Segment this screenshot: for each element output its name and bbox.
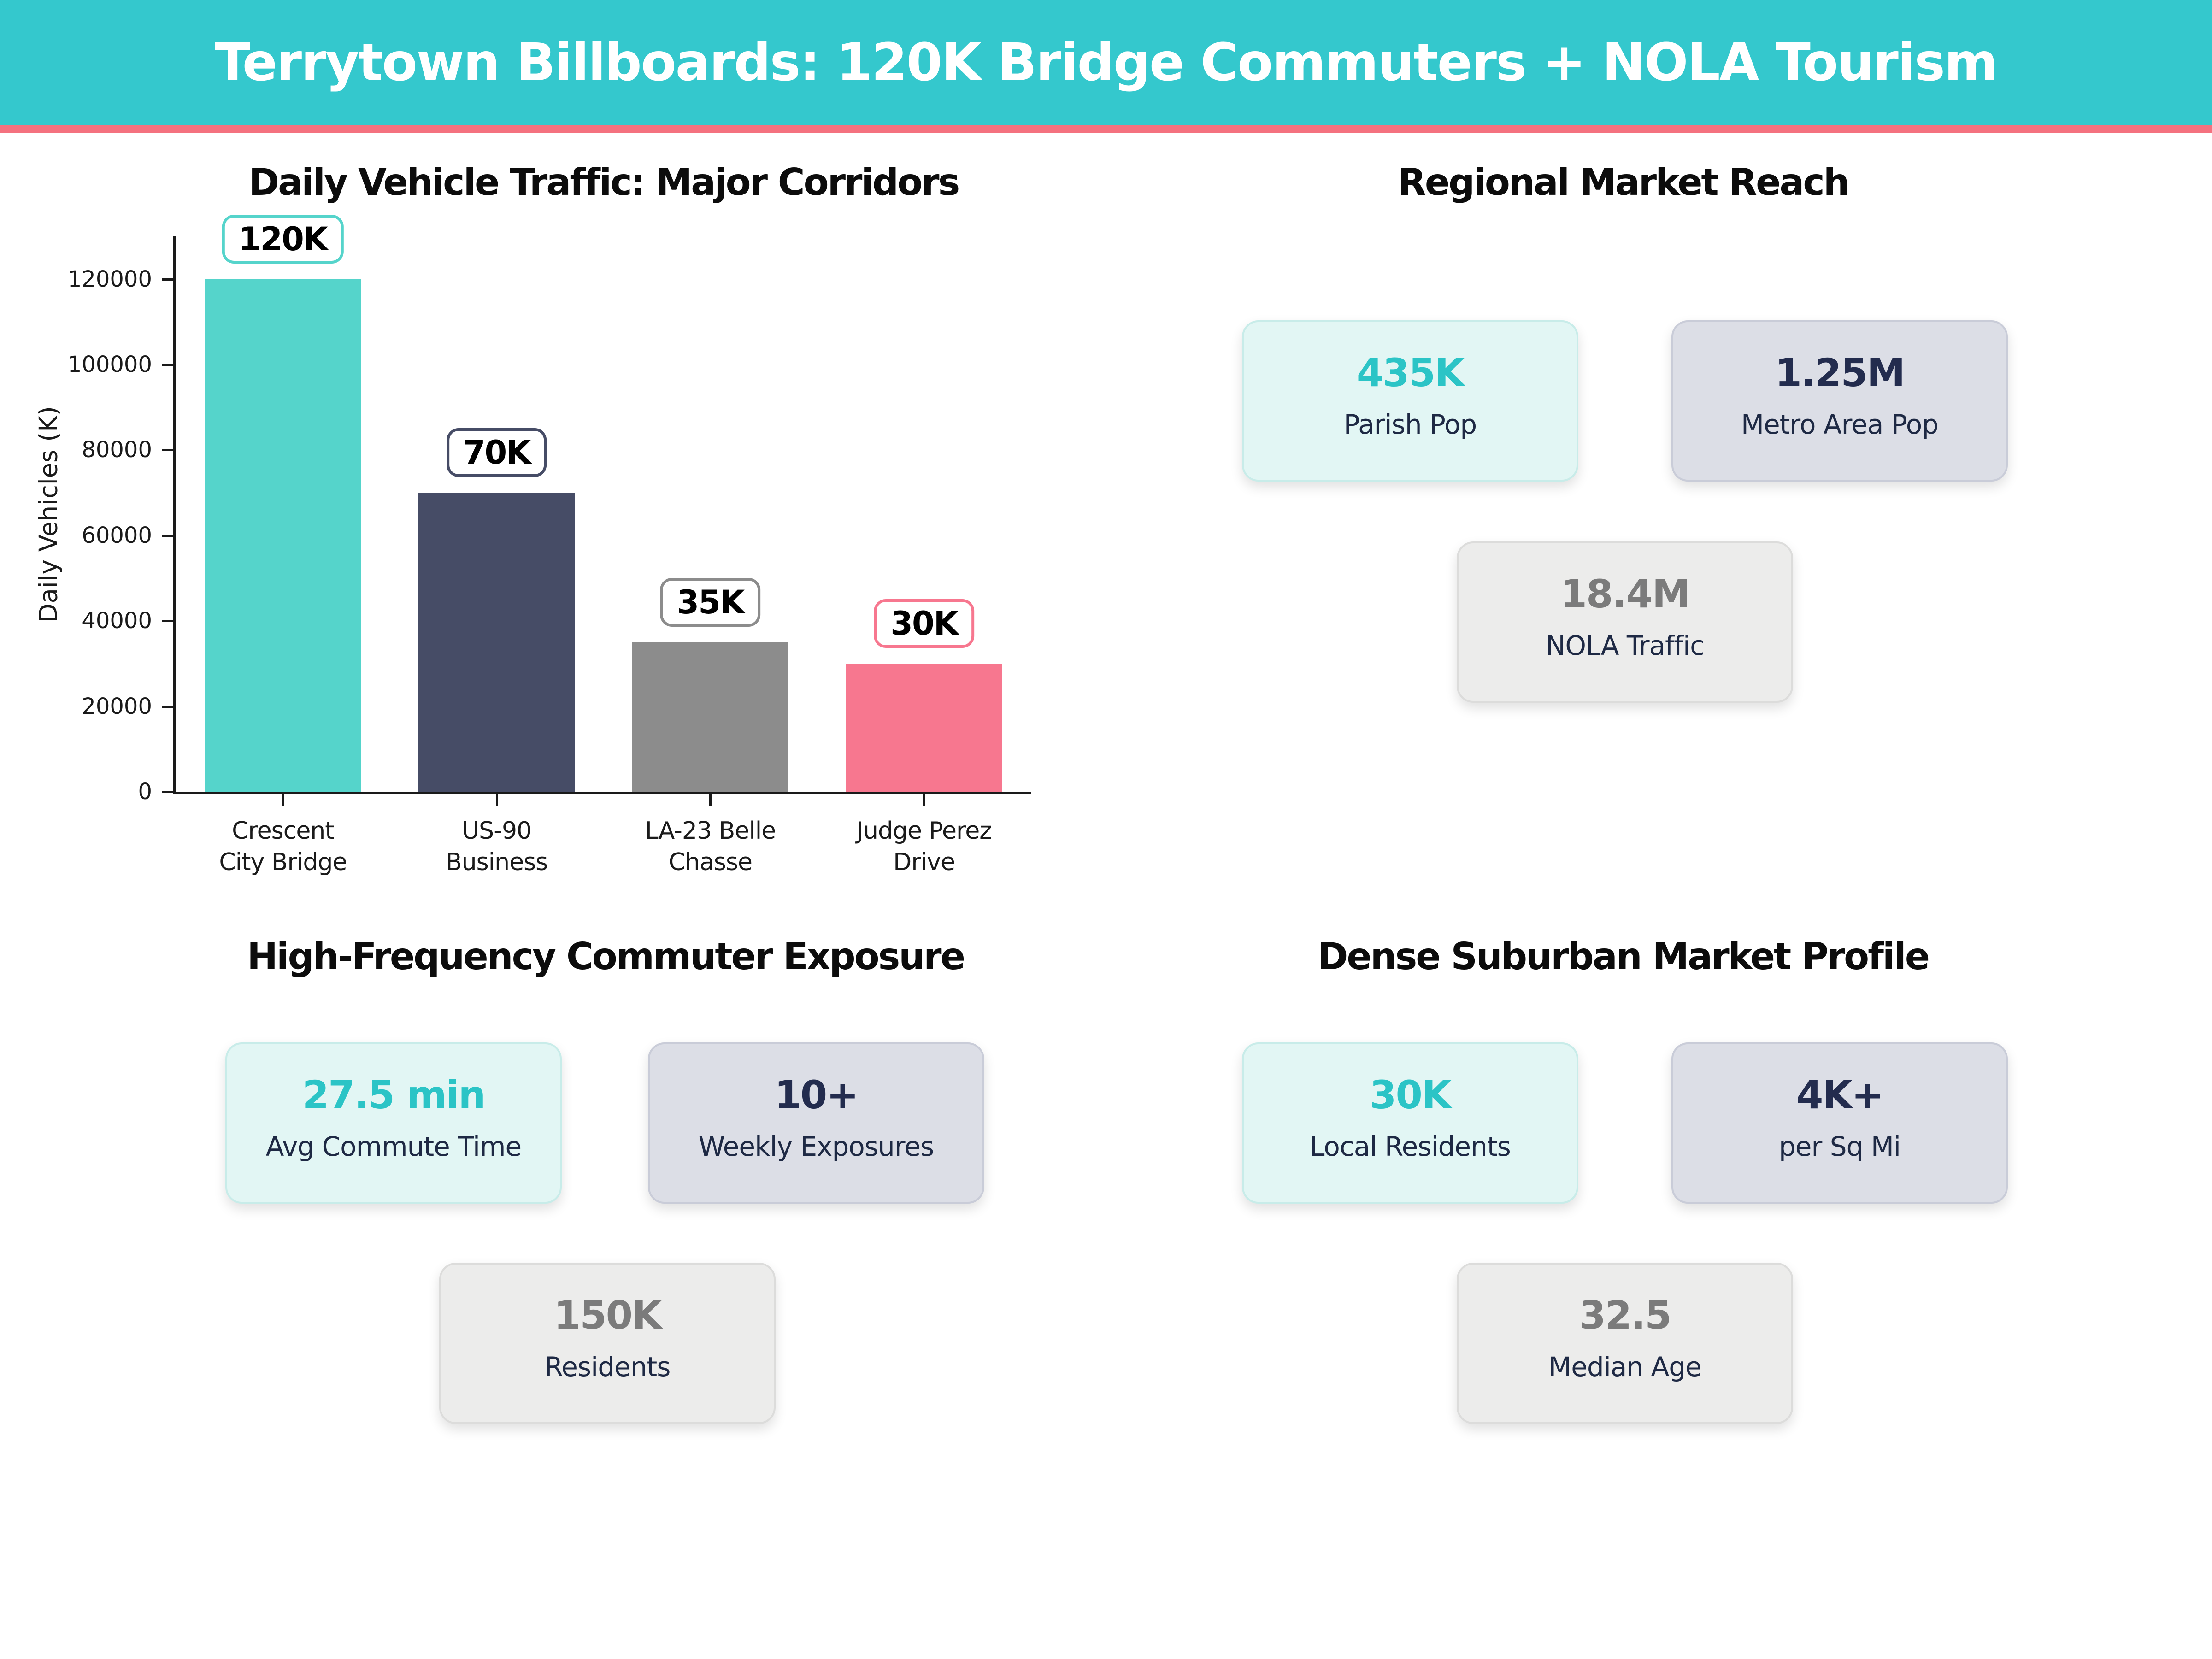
stat-card-commute-time: 27.5 min Avg Commute Time <box>225 1042 562 1204</box>
stat-label: per Sq Mi <box>1778 1131 1901 1163</box>
stat-value: 150K <box>553 1293 662 1338</box>
stat-card-median-age: 32.5 Median Age <box>1457 1263 1793 1424</box>
stat-value: 10+ <box>774 1072 859 1118</box>
x-tick-mark <box>495 794 498 806</box>
y-tick-mark <box>162 620 173 623</box>
app-header: Terrytown Billboards: 120K Bridge Commut… <box>0 0 2212 133</box>
stat-card-weekly-exposures: 10+ Weekly Exposures <box>648 1042 984 1204</box>
y-tick-mark <box>162 364 173 366</box>
stat-value: 435K <box>1356 350 1465 396</box>
y-tick-label: 100000 <box>67 352 152 378</box>
stat-card-density: 4K+ per Sq Mi <box>1671 1042 2008 1204</box>
x-tick-mark <box>282 794 284 806</box>
x-tick-label: Crescent City Bridge <box>219 817 347 876</box>
stat-card-local-residents: 30K Local Residents <box>1242 1042 1578 1204</box>
stat-card-residents: 150K Residents <box>439 1263 776 1424</box>
y-tick-label: 0 <box>138 779 152 805</box>
stat-label: NOLA Traffic <box>1546 630 1705 662</box>
x-tick-mark <box>923 794 926 806</box>
stat-label: Parish Pop <box>1343 409 1477 441</box>
y-tick-label: 120000 <box>67 266 152 292</box>
stat-value: 4K+ <box>1796 1072 1884 1118</box>
bar-value-label: 30K <box>874 599 974 648</box>
stat-value: 18.4M <box>1560 571 1691 617</box>
x-tick-label: US-90 Business <box>445 817 548 876</box>
stat-value: 27.5 min <box>302 1072 486 1118</box>
chart-title: Daily Vehicle Traffic: Major Corridors <box>248 161 960 204</box>
y-tick-mark <box>162 449 173 452</box>
page-title: Terrytown Billboards: 120K Bridge Commut… <box>215 33 1998 93</box>
y-tick-mark <box>162 534 173 537</box>
section-title-commuter-exposure: High-Frequency Commuter Exposure <box>247 935 965 978</box>
stat-label: Weekly Exposures <box>698 1131 935 1163</box>
stat-label: Avg Commute Time <box>265 1131 522 1163</box>
stat-label: Local Residents <box>1310 1131 1511 1163</box>
y-tick-label: 60000 <box>82 522 152 548</box>
x-tick-label: LA-23 Belle Chasse <box>645 817 777 876</box>
y-axis-title: Daily Vehicles (K) <box>34 406 63 623</box>
x-tick-mark <box>709 794 712 806</box>
bar-value-label: 120K <box>222 214 344 264</box>
y-tick-label: 20000 <box>82 693 152 719</box>
stat-label: Median Age <box>1548 1351 1702 1383</box>
bar-value-label: 70K <box>446 428 547 477</box>
y-tick-label: 40000 <box>82 608 152 634</box>
stat-value: 1.25M <box>1775 350 1906 396</box>
section-title-market-reach: Regional Market Reach <box>1398 161 1849 204</box>
stat-value: 32.5 <box>1579 1293 1671 1338</box>
y-tick-label: 80000 <box>82 437 152 463</box>
x-tick-label: Judge Perez Drive <box>856 817 992 876</box>
bar-value-label: 35K <box>660 577 761 627</box>
y-axis-line <box>173 236 176 794</box>
stat-value: 30K <box>1370 1072 1452 1118</box>
y-tick-mark <box>162 705 173 708</box>
y-tick-mark <box>162 791 173 793</box>
stat-label: Metro Area Pop <box>1741 409 1939 441</box>
stat-label: Residents <box>544 1351 671 1383</box>
y-tick-mark <box>162 278 173 281</box>
stat-card-nola-traffic: 18.4M NOLA Traffic <box>1457 541 1793 703</box>
bar <box>632 642 789 792</box>
section-title-suburban-profile: Dense Suburban Market Profile <box>1317 935 1930 978</box>
bar <box>204 279 361 792</box>
bar <box>418 493 575 792</box>
stat-card-parish-pop: 435K Parish Pop <box>1242 320 1578 482</box>
bar <box>846 663 1003 792</box>
x-axis-line <box>173 792 1031 794</box>
stat-card-metro-pop: 1.25M Metro Area Pop <box>1671 320 2008 482</box>
